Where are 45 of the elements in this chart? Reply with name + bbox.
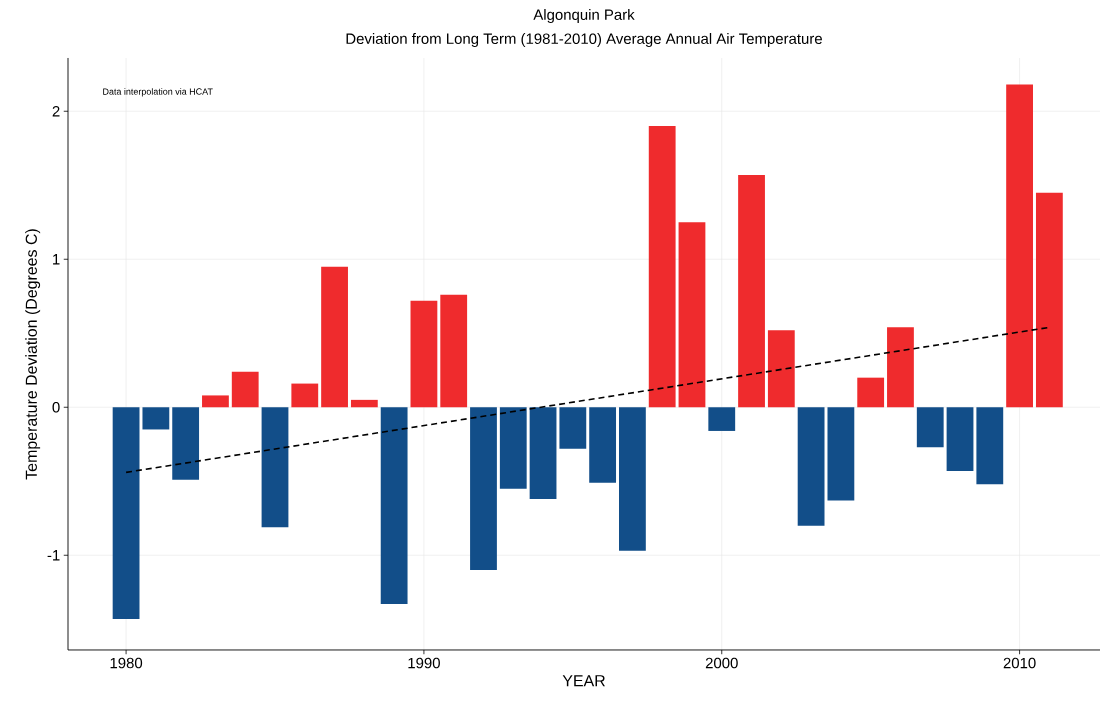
bar xyxy=(916,407,944,448)
x-axis-title: YEAR xyxy=(562,675,605,687)
y-tick-label: -1 xyxy=(47,550,60,561)
bar xyxy=(797,407,825,526)
x-tick-label: 1990 xyxy=(408,657,440,669)
bar xyxy=(827,407,855,501)
bar xyxy=(976,407,1004,485)
annotation: Data interpolation via HCAT xyxy=(103,88,213,97)
bar xyxy=(410,300,438,408)
chart-subtitle: Deviation from Long Term (1981-2010) Average Annual Air Temperature xyxy=(346,33,822,47)
bar xyxy=(648,126,676,408)
bar xyxy=(172,407,200,480)
y-axis-title: Temperature Deviation (Degrees C) xyxy=(25,229,41,480)
bar xyxy=(499,407,527,489)
bar xyxy=(112,407,140,619)
bar xyxy=(202,395,229,408)
bar xyxy=(708,407,736,431)
bar xyxy=(619,407,646,551)
bar xyxy=(767,330,795,408)
bar xyxy=(589,407,617,483)
bar xyxy=(350,399,378,408)
bar xyxy=(321,266,348,408)
bar xyxy=(857,377,885,408)
bar xyxy=(380,407,408,605)
x-tick-label: 1980 xyxy=(110,657,143,669)
y-tick-label: 2 xyxy=(52,106,60,117)
chart-title: Algonquin Park xyxy=(533,9,635,23)
bar xyxy=(440,294,468,408)
bar xyxy=(142,407,170,430)
bar xyxy=(678,222,706,408)
y-tick-label: 0 xyxy=(52,401,60,413)
bar xyxy=(261,407,289,528)
bar xyxy=(946,407,974,471)
bar xyxy=(559,407,587,449)
x-tick-label: 2010 xyxy=(1003,657,1036,669)
x-tick-label: 2000 xyxy=(705,657,738,669)
bar xyxy=(1006,84,1033,408)
bar xyxy=(529,407,557,500)
bar xyxy=(291,383,319,408)
bar xyxy=(887,327,914,408)
y-tick-label: 1 xyxy=(53,254,60,265)
bar xyxy=(1035,192,1063,408)
bar xyxy=(231,371,259,408)
bar xyxy=(470,407,497,571)
bar xyxy=(738,174,765,408)
